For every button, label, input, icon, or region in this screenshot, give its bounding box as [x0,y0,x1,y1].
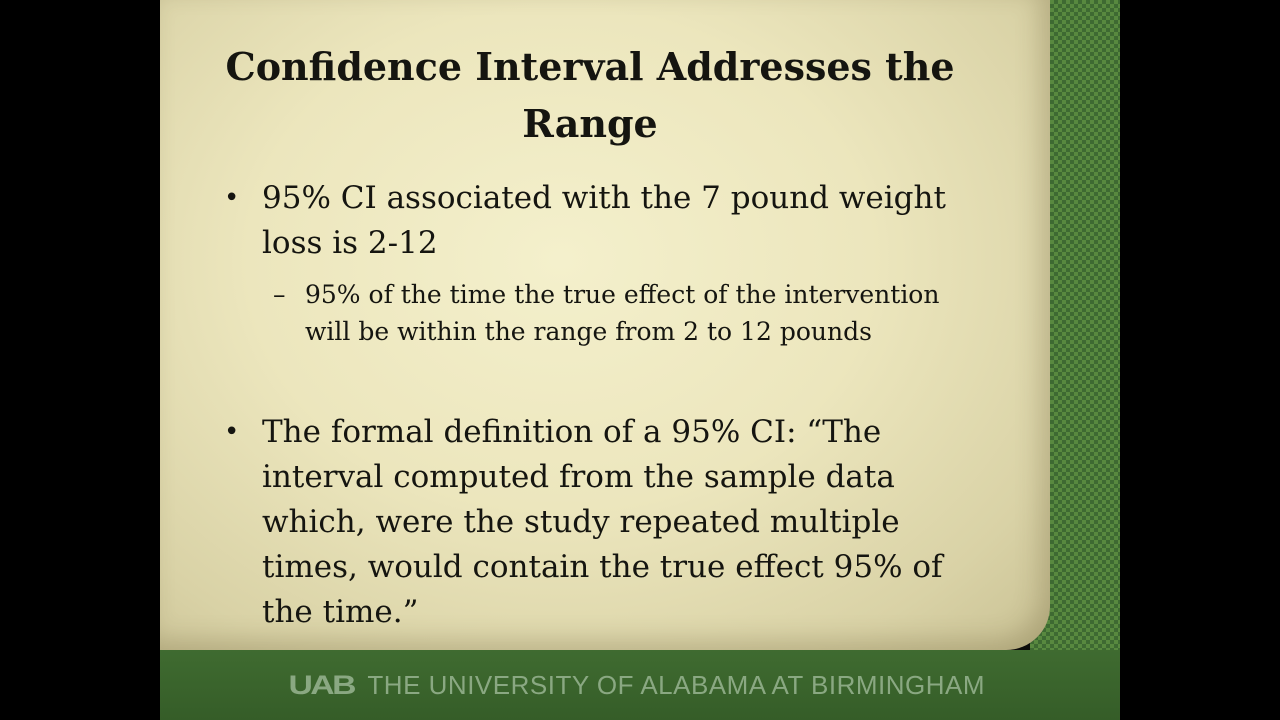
bullet-marker: • [224,417,240,447]
footer-inner: UAB THE UNIVERSITY OF ALABAMA AT BIRMING… [288,669,986,701]
bullet-marker: • [224,183,240,213]
sub-bullet-text: 95% of the time the true effect of the i… [305,280,940,346]
slide: Confidence Interval Addresses the Range … [160,0,1120,720]
institution-name: THE UNIVERSITY OF ALABAMA AT BIRMINGHAM [367,669,986,700]
footer-banner: UAB THE UNIVERSITY OF ALABAMA AT BIRMING… [160,650,1120,720]
bullet-text: The formal definition of a 95% CI: “The … [262,414,943,630]
bullet-item: • The formal definition of a 95% CI: “Th… [220,410,960,635]
sub-bullet-item: – 95% of the time the true effect of the… [220,276,945,350]
slide-content-panel: Confidence Interval Addresses the Range … [160,0,1050,650]
bullet-text: 95% CI associated with the 7 pound weigh… [262,180,946,261]
bullet-list: • 95% CI associated with the 7 pound wei… [220,176,960,635]
uab-logo: UAB [288,669,356,700]
slide-title: Confidence Interval Addresses the Range [225,44,955,146]
bullet-item: • 95% CI associated with the 7 pound wei… [220,176,960,266]
dash-marker: – [273,280,286,309]
